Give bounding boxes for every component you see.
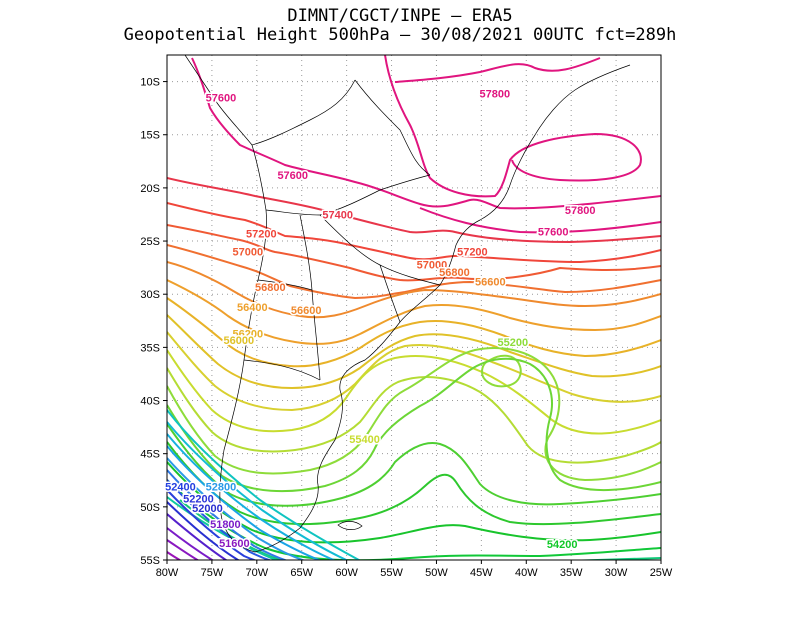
contour-label-52000: 52000 [192,503,223,515]
contour-lines [167,55,661,560]
contour-57600-east [419,207,661,234]
contour-56000 [167,314,661,390]
contour-55400 [167,367,661,464]
axes: 80W 75W 70W 65W 60W 55W 50W 45W 40W 35W 30W 25W 10S 1… [140,77,673,579]
lat-label-45S: 45S [140,449,160,461]
contour-label-56600: 56600 [291,305,322,317]
contour-54600 [167,441,661,526]
contour-52200 [167,489,258,560]
contour-51200 [167,551,182,560]
contour-label-56800: 56800 [255,282,286,294]
lat-label-20S: 20S [140,183,160,195]
lon-label-40W: 40W [515,567,538,579]
contour-label-57200: 57200 [457,247,488,259]
lon-label-35W: 35W [560,567,583,579]
coastlines-borders [184,55,631,553]
lat-label-15S: 15S [140,130,160,142]
contour-55600 [167,349,661,435]
lon-label-80W: 80W [156,567,179,579]
contour-53800 [167,496,279,560]
lon-label-45W: 45W [470,567,493,579]
contour-53600 [167,409,361,560]
falklands [337,521,363,530]
plot-frame [166,54,662,561]
country-borders [243,79,441,381]
lat-label-40S: 40S [140,396,160,408]
lat-label-30S: 30S [140,289,160,301]
contour-label-56200: 56200 [233,329,264,341]
contour-55200 [167,347,661,482]
lon-label-60W: 60W [335,567,358,579]
contour-51400 [167,539,200,560]
contour-label-57200: 57200 [246,229,277,241]
contour-55800 [167,331,661,412]
contour-52600 [167,469,288,560]
contour-57800-north [384,55,642,198]
lat-label-35S: 35S [140,342,160,354]
contour-label-54200: 54200 [547,539,578,551]
contour-label-55200: 55200 [498,337,529,349]
south-america-coastline [184,55,631,553]
chart-title-line1: DIMNT/CGCT/INPE – ERA5 [287,6,513,26]
contour-55200-inner [480,354,522,388]
contour-labels: 57800 57600 57600 57800 57600 57400 57200 57000… [164,87,597,553]
contour-label-57600: 57600 [538,226,569,238]
contour-label-52400: 52400 [165,482,196,494]
contour-56600 [167,261,661,319]
contour-57000 [167,224,661,282]
contour-57600-west [191,57,661,210]
contour-54800 [167,423,661,507]
lon-label-75W: 75W [201,567,224,579]
contour-54000 [179,499,661,560]
contour-53400 [167,421,349,560]
lon-label-65W: 65W [290,567,313,579]
contour-label-52800: 52800 [206,482,237,494]
contour-label-57800: 57800 [565,205,596,217]
lon-label-55W: 55W [380,567,403,579]
contour-label-51800: 51800 [210,519,241,531]
contour-label-51600: 51600 [219,538,250,550]
lat-label-55S: 55S [140,555,160,567]
contour-label-56600: 56600 [475,276,506,288]
lon-label-70W: 70W [246,567,269,579]
contour-57200 [167,202,661,264]
lon-label-25W: 25W [650,567,673,579]
contour-56800 [167,244,661,300]
lat-label-25S: 25S [140,236,160,248]
contour-label-57400: 57400 [322,209,353,221]
lon-label-50W: 50W [425,567,448,579]
contour-57400 [167,177,661,244]
lat-label-10S: 10S [140,77,160,89]
contour-label-57600: 57600 [277,170,308,182]
contour-label-52200: 52200 [183,493,214,505]
contour-label-57600: 57600 [206,93,237,105]
contour-53000 [167,445,322,560]
contour-label-56400: 56400 [237,302,268,314]
contour-label-55400: 55400 [349,434,380,446]
contour-label-56000: 56000 [224,335,255,347]
lon-label-30W: 30W [605,567,628,579]
gridlines [167,55,661,560]
contour-52800 [167,457,306,560]
contour-label-57800: 57800 [480,88,511,100]
contour-label-57000: 57000 [233,247,264,259]
contour-label-57000: 57000 [417,259,448,271]
contour-53200 [167,433,337,560]
contour-57800-northeast [394,57,601,83]
contour-55000 [167,357,661,493]
lat-label-50S: 50S [140,502,160,514]
contour-label-56800: 56800 [439,267,470,279]
chart-title-line2: Geopotential Height 500hPa – 30/08/2021 … [123,25,677,45]
contour-51600 [167,527,215,560]
